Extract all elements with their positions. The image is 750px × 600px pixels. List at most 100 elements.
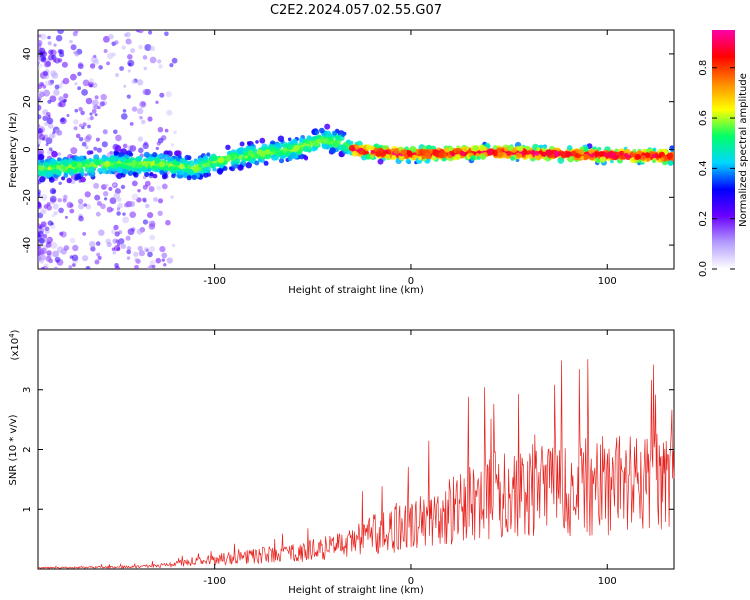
heatmap-point xyxy=(114,40,119,45)
heatmap-point xyxy=(289,152,297,159)
heatmap-point xyxy=(81,141,87,147)
heatmap-point xyxy=(129,122,134,126)
heatmap-point xyxy=(142,219,148,225)
spectrogram-panel: -100 0 100 -40 -20 0 20 40 Height of straight … xyxy=(8,29,675,296)
heatmap-point xyxy=(46,112,51,117)
heatmap-point xyxy=(89,63,96,69)
heatmap-point xyxy=(116,211,121,216)
heatmap-point xyxy=(113,224,119,231)
heatmap-point xyxy=(60,117,65,123)
heatmap-point xyxy=(234,158,241,165)
heatmap-point xyxy=(46,117,54,125)
heatmap-point xyxy=(94,95,99,100)
heatmap-point xyxy=(588,149,594,155)
heatmap-point xyxy=(191,165,198,172)
heatmap-point xyxy=(131,193,139,201)
heatmap-point xyxy=(52,203,59,210)
heatmap-point xyxy=(104,197,108,201)
heatmap-point xyxy=(57,152,62,156)
heatmap-point xyxy=(142,88,149,96)
heatmap-point xyxy=(566,145,573,151)
heatmap-point xyxy=(475,152,480,157)
heatmap-point xyxy=(169,63,174,68)
heatmap-point xyxy=(137,189,141,193)
heatmap-point xyxy=(39,64,43,68)
heatmap-point xyxy=(109,150,114,155)
heatmap-point xyxy=(143,151,150,158)
heatmap-point xyxy=(106,52,114,60)
heatmap-point xyxy=(61,176,66,181)
heatmap-point xyxy=(129,145,137,152)
heatmap-point xyxy=(95,211,101,217)
heatmap-point xyxy=(155,100,159,105)
heatmap-point xyxy=(329,147,337,154)
heatmap-point xyxy=(667,152,674,159)
heatmap-point xyxy=(274,142,281,149)
heatmap-point xyxy=(39,81,44,87)
heatmap-point xyxy=(149,260,156,266)
heatmap-point xyxy=(112,238,118,244)
heatmap-point xyxy=(44,80,50,86)
heatmap-point xyxy=(95,241,101,246)
heatmap-point xyxy=(68,265,73,269)
heatmap-point xyxy=(131,160,137,165)
heatmap-point xyxy=(56,258,64,266)
heatmap-point xyxy=(133,172,139,178)
heatmap-point xyxy=(139,116,143,120)
heatmap-point xyxy=(142,184,148,190)
heatmap-point xyxy=(225,154,232,161)
heatmap-point xyxy=(72,263,76,267)
heatmap-point xyxy=(219,164,224,169)
colorbar-tick-label: 0.4 xyxy=(698,160,709,176)
heatmap-point xyxy=(598,151,605,157)
snr-x-label: Height of straight line (km) xyxy=(288,585,424,596)
heatmap-point xyxy=(299,153,305,160)
heatmap-point xyxy=(128,62,132,66)
heatmap-point xyxy=(72,156,77,161)
heatmap-point xyxy=(411,154,418,161)
heatmap-point xyxy=(50,241,58,249)
heatmap-point xyxy=(70,73,77,81)
heatmap-point xyxy=(236,147,244,155)
heatmap-point xyxy=(131,106,138,112)
heatmap-point xyxy=(82,255,89,262)
heatmap-point xyxy=(129,201,135,207)
heatmap-point xyxy=(149,234,156,241)
heatmap-point xyxy=(38,61,40,65)
heatmap-point xyxy=(238,164,244,170)
heatmap-point xyxy=(298,137,304,143)
heatmap-point xyxy=(83,203,87,207)
heatmap-point xyxy=(123,202,129,208)
heatmap-point xyxy=(560,152,567,159)
heatmap-point xyxy=(61,61,68,68)
heatmap-point xyxy=(162,165,168,172)
heatmap-point xyxy=(77,71,82,77)
heatmap-point xyxy=(218,170,223,175)
heatmap-point xyxy=(57,30,64,35)
heatmap-point xyxy=(52,250,59,258)
heatmap-point xyxy=(101,167,108,174)
heatmap-point xyxy=(91,99,99,107)
heatmap-point xyxy=(88,166,95,174)
heatmap-point xyxy=(42,84,47,89)
heatmap-point xyxy=(38,237,45,244)
heatmap-point xyxy=(93,154,100,161)
spectrogram-points xyxy=(38,30,674,269)
heatmap-point xyxy=(120,184,126,190)
x-tick-label: -100 xyxy=(203,276,226,287)
heatmap-point xyxy=(163,263,167,267)
heatmap-point xyxy=(43,263,49,269)
heatmap-point xyxy=(46,150,52,155)
heatmap-point xyxy=(38,192,41,198)
heatmap-point xyxy=(165,219,171,226)
heatmap-point xyxy=(350,146,356,152)
heatmap-point xyxy=(62,198,67,203)
heatmap-point xyxy=(380,151,387,157)
heatmap-point xyxy=(109,197,117,205)
heatmap-point xyxy=(78,203,85,210)
heatmap-point xyxy=(53,43,57,47)
heatmap-point xyxy=(114,145,122,152)
heatmap-point xyxy=(438,151,445,159)
heatmap-point xyxy=(96,201,102,206)
heatmap-point xyxy=(114,231,120,237)
